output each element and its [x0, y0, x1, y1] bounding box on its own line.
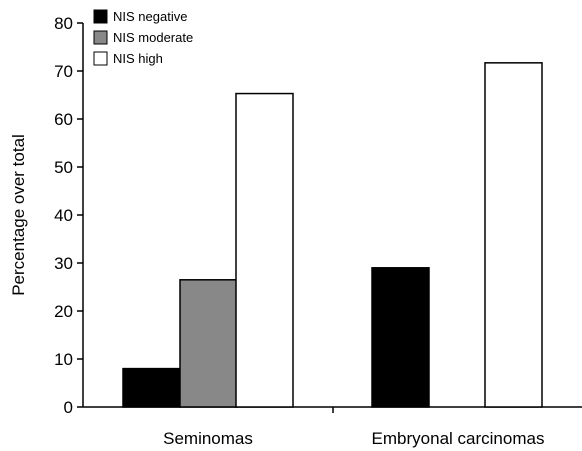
bars	[122, 62, 543, 408]
axes: 0 10 20 30 40 50 60 70 80	[54, 14, 582, 417]
y-tick-label: 10	[54, 350, 73, 369]
y-tick-label: 50	[54, 158, 73, 177]
y-tick-label: 30	[54, 254, 73, 273]
legend-label: NIS moderate	[113, 30, 193, 45]
legend-label: NIS negative	[113, 9, 187, 24]
category-labels: Seminomas Embryonal carcinomas	[163, 429, 544, 448]
legend-label: NIS high	[113, 51, 163, 66]
y-tick-label: 60	[54, 110, 73, 129]
legend-swatch	[93, 51, 108, 66]
y-tick-label: 70	[54, 62, 73, 81]
y-ticks: 0 10 20 30 40 50 60 70 80	[54, 14, 83, 417]
y-axis-label: Percentage over total	[9, 134, 28, 296]
y-tick-label: 20	[54, 302, 73, 321]
bar-nis-high-embryonal-carcinomas	[484, 62, 543, 408]
y-tick-label: 0	[64, 398, 73, 417]
legend-swatch	[93, 30, 108, 45]
legend: NIS negative NIS moderate NIS high	[93, 9, 193, 66]
bar-nis-moderate-seminomas	[179, 279, 238, 408]
bar-nis-negative-embryonal-carcinomas	[371, 267, 430, 408]
legend-swatch	[93, 9, 108, 24]
y-tick-label: 80	[54, 14, 73, 33]
category-label: Embryonal carcinomas	[372, 429, 545, 448]
bar-nis-high-seminomas	[235, 92, 294, 408]
bar-nis-negative-seminomas	[122, 367, 181, 408]
category-label: Seminomas	[163, 429, 253, 448]
y-tick-label: 40	[54, 206, 73, 225]
